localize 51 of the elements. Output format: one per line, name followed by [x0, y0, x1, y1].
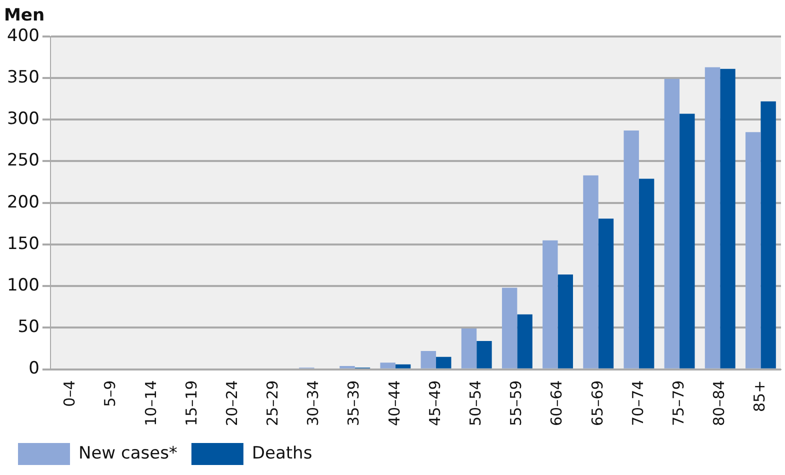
x-tick-label: 30–34 [304, 380, 322, 426]
bar [680, 114, 695, 368]
bar [598, 218, 614, 368]
bar [704, 67, 720, 368]
bar [517, 314, 532, 368]
x-tick-label: 25–29 [264, 380, 282, 426]
bar [436, 356, 452, 368]
bar [720, 68, 736, 368]
x-tick-label: 0–4 [60, 380, 79, 407]
x-tick-label: 35–39 [344, 380, 363, 426]
bar [420, 351, 436, 368]
x-tick-label: 55–59 [507, 380, 526, 426]
bar [664, 78, 680, 368]
x-tick-label: 85+ [750, 380, 769, 412]
x-tick-label: 80–84 [710, 380, 728, 426]
bar [340, 366, 355, 368]
bar [395, 364, 411, 368]
bar [476, 341, 492, 368]
x-tick-label: 50–54 [466, 380, 484, 426]
bar [461, 328, 477, 368]
bar [380, 362, 396, 368]
y-tick-label: 150 [6, 234, 40, 254]
x-tick-label: 5–9 [101, 380, 120, 407]
bar [542, 240, 558, 368]
x-tick-label: 70–74 [628, 380, 647, 426]
y-tick-label: 0 [28, 358, 40, 379]
bar [502, 288, 518, 368]
y-tick-label: 100 [6, 276, 40, 296]
y-tick-label: 350 [6, 67, 40, 88]
x-tick-label: 10–14 [142, 380, 160, 426]
x-tick-label: 65–69 [588, 380, 606, 426]
y-tick-label: 50 [18, 317, 40, 338]
x-tick-label: 40–44 [385, 380, 404, 426]
x-tick-label: 45–49 [426, 380, 444, 426]
bar [638, 178, 654, 368]
legend-label: New cases* [78, 443, 178, 464]
bar [745, 132, 761, 368]
x-tick-label: 20–24 [222, 380, 241, 426]
legend-label: Deaths [252, 443, 312, 464]
chart-title: Men [4, 6, 45, 26]
x-tick-label: 75–79 [669, 380, 688, 426]
x-tick-label: 60–64 [548, 380, 566, 426]
bar [583, 175, 598, 368]
bar [760, 101, 776, 368]
bar [624, 130, 639, 368]
y-tick-label: 400 [6, 26, 40, 46]
y-tick-label: 250 [6, 150, 40, 171]
y-tick-label: 300 [6, 109, 40, 130]
x-tick-label: 15–19 [182, 380, 200, 426]
y-tick-label: 200 [6, 192, 40, 212]
bar [558, 274, 573, 368]
